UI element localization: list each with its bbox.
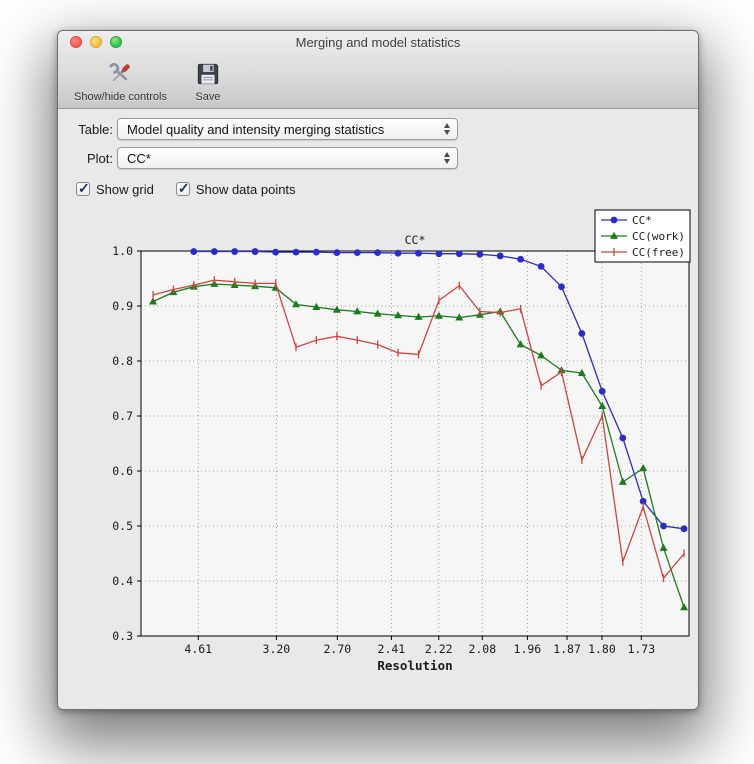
title-bar[interactable]: Merging and model statistics — [58, 31, 698, 53]
show-grid-label: Show grid — [96, 181, 154, 197]
svg-text:1.0: 1.0 — [112, 244, 133, 258]
svg-text:1.87: 1.87 — [553, 642, 581, 656]
figure-svg: 4.61 3.20 2.70 2.41 2.22 2.08 1.96 1.87 1.80 1.73… — [112, 209, 691, 673]
svg-text:3.20: 3.20 — [263, 642, 291, 656]
svg-text:CC(free): CC(free) — [632, 246, 685, 259]
svg-text:1.73: 1.73 — [627, 642, 655, 656]
table-label: Table: — [78, 121, 113, 137]
toolbar: Show/hide controls Save — [58, 53, 698, 109]
svg-text:0.9: 0.9 — [112, 299, 133, 313]
checkbox-row: Show grid Show data points — [58, 178, 698, 200]
tool-button-label: Show/hide controls — [74, 91, 167, 103]
svg-text:1.80: 1.80 — [588, 642, 616, 656]
stepper-arrows-icon — [444, 152, 450, 164]
minimize-button[interactable] — [90, 36, 102, 48]
svg-text:2.41: 2.41 — [378, 642, 406, 656]
traffic-lights — [70, 36, 122, 48]
svg-text:2.22: 2.22 — [425, 642, 453, 656]
close-button[interactable] — [70, 36, 82, 48]
stepper-arrows-icon — [444, 123, 450, 135]
window-title: Merging and model statistics — [295, 35, 461, 50]
svg-text:0.5: 0.5 — [112, 519, 133, 533]
svg-text:0.6: 0.6 — [112, 464, 133, 478]
svg-text:2.08: 2.08 — [468, 642, 496, 656]
show-data-points-label: Show data points — [195, 181, 296, 197]
controls-panel: Table: Model quality and intensity mergi… — [58, 109, 698, 203]
svg-text:0.4: 0.4 — [112, 574, 133, 588]
table-row: Table: Model quality and intensity mergi… — [58, 118, 698, 140]
svg-text:Resolution: Resolution — [377, 658, 452, 673]
plot-select-value: CC* — [127, 150, 151, 166]
save-button[interactable]: Save — [189, 56, 227, 105]
plot-label: Plot: — [86, 150, 113, 166]
window-chrome: Merging and model statistics — [58, 31, 698, 109]
svg-text:0.7: 0.7 — [112, 409, 133, 423]
show-hide-controls-button[interactable]: Show/hide controls — [68, 56, 173, 105]
tool-button-label: Save — [195, 91, 221, 103]
svg-text:0.8: 0.8 — [112, 354, 133, 368]
svg-text:CC*: CC* — [405, 233, 426, 247]
app-window: Merging and model statistics — [57, 30, 699, 710]
chart-area: 4.61 3.20 2.70 2.41 2.22 2.08 1.96 1.87 1.80 1.73… — [58, 203, 698, 709]
svg-text:CC*: CC* — [632, 214, 652, 227]
svg-text:4.61: 4.61 — [184, 642, 212, 656]
svg-text:CC(work): CC(work) — [632, 230, 685, 243]
table-select[interactable]: Model quality and intensity merging stat… — [117, 118, 458, 140]
show-data-points-checkbox[interactable] — [175, 180, 190, 197]
plot-row: Plot: CC* — [58, 147, 698, 169]
tools-icon — [105, 58, 135, 90]
plot-select[interactable]: CC* — [117, 147, 458, 169]
zoom-button[interactable] — [110, 36, 122, 48]
floppy-disk-icon — [195, 58, 221, 90]
svg-text:0.3: 0.3 — [112, 629, 133, 643]
table-select-value: Model quality and intensity merging stat… — [127, 121, 385, 137]
svg-text:1.96: 1.96 — [514, 642, 542, 656]
svg-text:2.70: 2.70 — [324, 642, 352, 656]
show-grid-checkbox[interactable] — [76, 180, 90, 197]
